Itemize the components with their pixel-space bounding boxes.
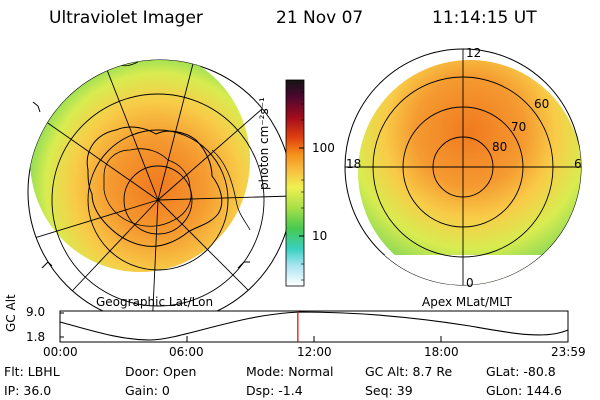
mlt-label-12: 12 xyxy=(466,46,482,60)
glon-info: GLon: 144.6 xyxy=(486,383,562,398)
altitude-timeline xyxy=(59,310,569,343)
lat-label-80: 80 xyxy=(492,140,508,154)
gc-alt-info: GC Alt: 8.7 Re xyxy=(365,364,453,379)
filter-info: Flt: LBHL xyxy=(4,364,60,379)
colorbar-tick-10: 10 xyxy=(312,229,328,243)
timeline-xtick-3: 18:00 xyxy=(424,345,459,359)
apex-caption: Apex MLat/MLT xyxy=(422,295,512,309)
timeline-ytick-low: 1.8 xyxy=(26,330,46,344)
time-label: 11:14:15 UT xyxy=(432,8,537,28)
mlt-label-6: 6 xyxy=(574,157,582,171)
door-info: Door: Open xyxy=(125,364,197,379)
timeline-xtick-1: 06:00 xyxy=(169,345,204,359)
apex-map xyxy=(344,48,582,286)
colorbar-tick-100: 100 xyxy=(312,141,335,155)
colorbar-unit-label: photon cm⁻²s⁻¹ xyxy=(257,97,271,190)
timeline-axis-label: GC Alt xyxy=(4,294,18,332)
dsp-info: Dsp: -1.4 xyxy=(246,383,303,398)
geographic-map xyxy=(27,59,293,325)
gain-info: Gain: 0 xyxy=(125,383,170,398)
timeline-ytick-high: 9.0 xyxy=(26,305,46,319)
timeline-xtick-0: 00:00 xyxy=(43,345,78,359)
geographic-caption: Geographic Lat/Lon xyxy=(96,295,214,309)
mode-info: Mode: Normal xyxy=(246,364,334,379)
colorbar xyxy=(285,79,305,287)
date-label: 21 Nov 07 xyxy=(276,8,364,28)
timeline-xtick-4: 23:59 xyxy=(551,345,586,359)
mlt-label-18: 18 xyxy=(346,157,362,171)
lat-label-70: 70 xyxy=(511,120,527,134)
instrument-title: Ultraviolet Imager xyxy=(49,8,203,28)
seq-info: Seq: 39 xyxy=(365,383,413,398)
glat-info: GLat: -80.8 xyxy=(486,364,556,379)
ip-info: IP: 36.0 xyxy=(4,383,52,398)
timeline-xtick-2: 12:00 xyxy=(297,345,332,359)
lat-label-60: 60 xyxy=(534,97,550,111)
mlt-label-0: 0 xyxy=(466,276,474,290)
